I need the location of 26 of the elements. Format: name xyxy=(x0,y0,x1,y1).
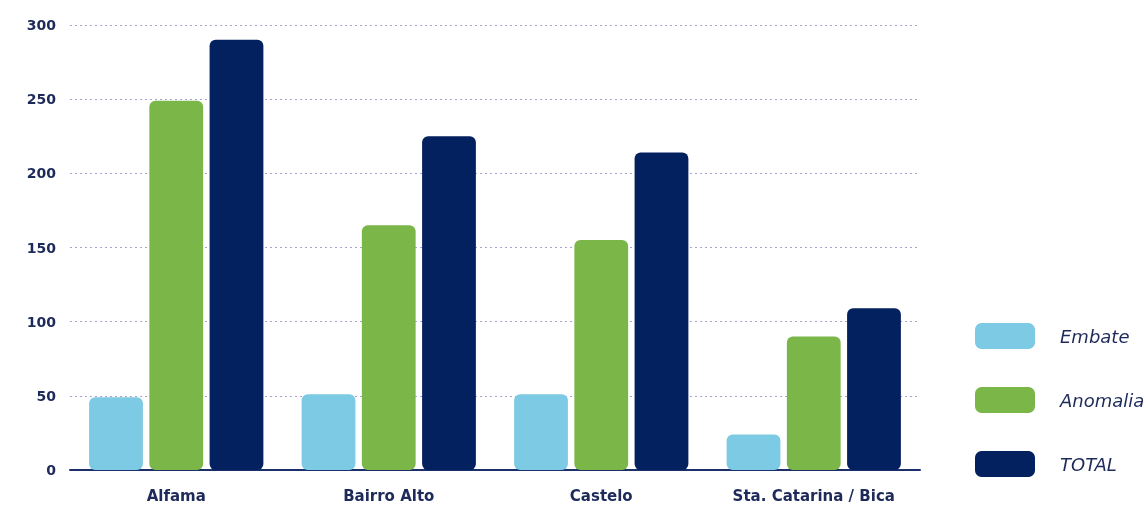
bar xyxy=(149,100,204,470)
y-tick-label: 250 xyxy=(26,91,57,108)
legend-label: Anomalia xyxy=(1059,389,1145,411)
bar xyxy=(786,336,841,470)
y-tick-label: 100 xyxy=(26,313,57,330)
y-tick-label: 300 xyxy=(26,17,57,33)
x-tick-label: Alfama xyxy=(146,486,206,505)
bar xyxy=(574,240,629,470)
bar xyxy=(361,225,416,470)
bar xyxy=(422,136,476,470)
y-tick-label: 50 xyxy=(36,387,57,404)
bar xyxy=(89,397,143,470)
x-tick-label: Sta. Catarina / Bica xyxy=(732,486,895,505)
legend-label: Embate xyxy=(1060,325,1130,347)
bar xyxy=(726,434,781,470)
y-tick-label: 0 xyxy=(46,462,57,478)
bar xyxy=(634,152,689,470)
y-tick-label: 150 xyxy=(26,239,57,256)
bar xyxy=(209,39,264,470)
x-tick-label: Bairro Alto xyxy=(343,486,435,505)
bar xyxy=(514,394,568,470)
y-tick-label: 200 xyxy=(26,165,57,182)
bar xyxy=(301,394,356,470)
bar xyxy=(847,308,901,470)
x-tick-label: Castelo xyxy=(569,486,633,505)
legend-label: TOTAL xyxy=(1060,453,1117,475)
